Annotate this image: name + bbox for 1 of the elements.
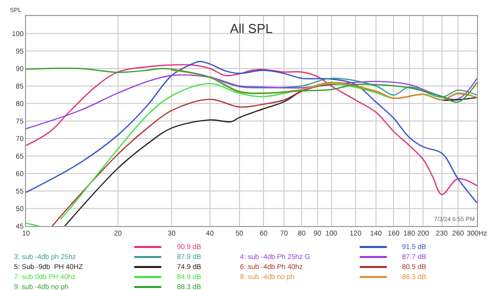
chart-title: All SPL (230, 21, 273, 36)
